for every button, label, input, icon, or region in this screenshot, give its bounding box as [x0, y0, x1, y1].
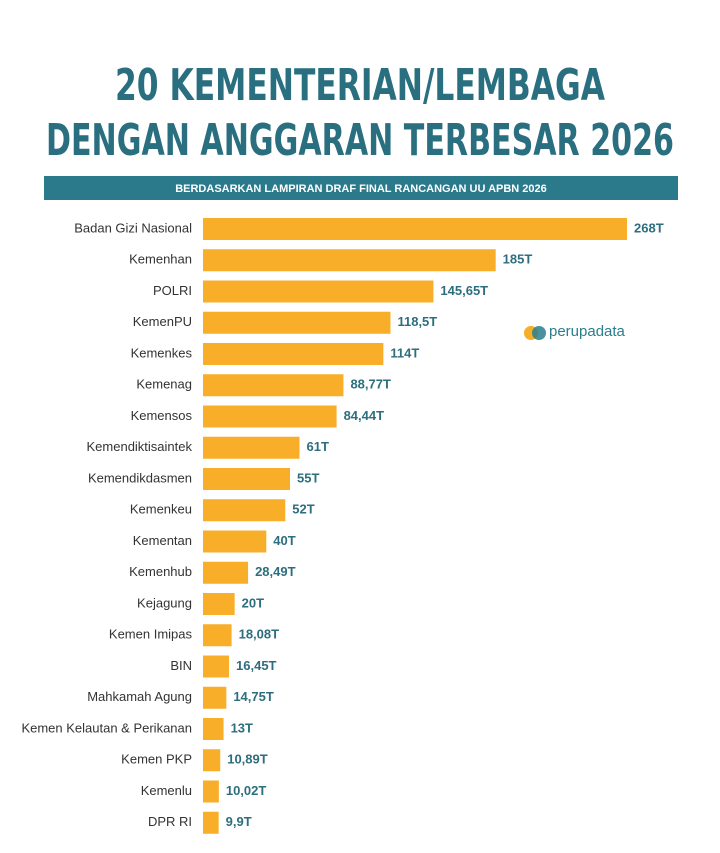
bar: [203, 468, 291, 490]
category-label: BIN: [170, 658, 192, 673]
category-label: Kemenkes: [131, 345, 193, 360]
value-label: 10,89T: [227, 752, 268, 767]
value-label: 18,08T: [239, 627, 280, 642]
category-label: Kejagung: [137, 595, 192, 610]
category-label: Kemenhub: [129, 564, 192, 579]
bar: [203, 718, 224, 740]
value-label: 185T: [503, 252, 533, 267]
value-label: 55T: [297, 470, 319, 485]
category-label: Kemendikdasmen: [88, 470, 192, 485]
bar: [203, 655, 230, 678]
chart-title: DENGAN ANGGARAN TERBESAR 2026: [46, 115, 674, 166]
subtitle: BERDASARKAN LAMPIRAN DRAF FINAL RANCANGA…: [175, 183, 547, 195]
bar: [203, 436, 300, 459]
bar: [203, 311, 391, 334]
value-label: 14,75T: [233, 689, 274, 704]
value-label: 10,02T: [226, 783, 267, 798]
bar: [203, 686, 227, 709]
value-label: 28,49T: [255, 564, 296, 579]
category-label: KemenPU: [133, 314, 192, 329]
category-label: Kemen Kelautan & Perikanan: [21, 720, 192, 735]
bar: [203, 374, 344, 397]
chart-title: 20 KEMENTERIAN/LEMBAGA: [115, 60, 605, 111]
category-label: Kemen Imipas: [109, 627, 193, 642]
logo-icon: [532, 326, 546, 340]
value-label: 52T: [292, 502, 314, 517]
category-label: Kemen PKP: [121, 752, 192, 767]
category-label: Mahkamah Agung: [87, 689, 192, 704]
bar: [203, 561, 249, 584]
bar: [203, 218, 627, 240]
category-label: Kementan: [133, 533, 192, 548]
value-label: 268T: [634, 220, 664, 235]
value-label: 9,9T: [226, 814, 252, 829]
value-label: 88,77T: [350, 377, 391, 392]
category-label: Kemenag: [136, 377, 192, 392]
bar: [203, 280, 434, 303]
value-label: 13T: [231, 720, 253, 735]
bar: [203, 499, 286, 522]
bar: [203, 405, 337, 428]
category-label: Kemendiktisaintek: [87, 439, 193, 454]
bar: [203, 593, 235, 615]
category-label: Kemenkeu: [130, 502, 192, 517]
subtitle-banner: [44, 176, 678, 200]
value-label: 145,65T: [440, 283, 488, 298]
category-label: Kemenlu: [141, 783, 192, 798]
bar: [203, 749, 221, 772]
value-label: 61T: [307, 439, 329, 454]
category-label: Badan Gizi Nasional: [74, 220, 192, 235]
category-label: Kemenhan: [129, 252, 192, 267]
value-label: 114T: [390, 345, 419, 360]
source-logo: perupadata: [549, 323, 626, 340]
category-label: POLRI: [153, 283, 192, 298]
bar: [203, 811, 219, 834]
bar: [203, 249, 496, 272]
category-label: DPR RI: [148, 814, 192, 829]
bar: [203, 780, 219, 803]
bar: [203, 343, 384, 365]
value-label: 118,5T: [397, 314, 437, 329]
value-label: 20T: [242, 595, 264, 610]
value-label: 16,45T: [236, 658, 277, 673]
category-label: Kemensos: [131, 408, 193, 423]
value-label: 40T: [273, 533, 295, 548]
bar: [203, 530, 267, 553]
bar: [203, 624, 232, 647]
value-label: 84,44T: [344, 408, 385, 423]
